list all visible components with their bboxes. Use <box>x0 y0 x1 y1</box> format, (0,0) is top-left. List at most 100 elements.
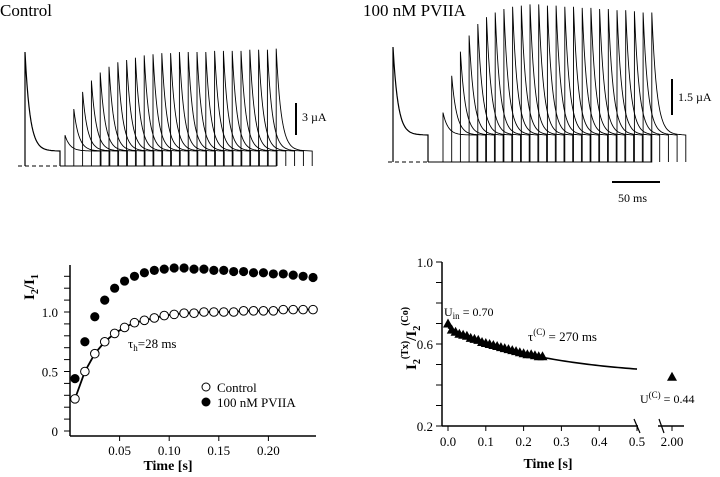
second-pulse-trace <box>60 49 304 167</box>
x-tick-label: 0.1 <box>478 434 494 449</box>
tau-annotation: τh=28 ms <box>128 336 177 353</box>
y-tick-label: 0.5 <box>42 365 58 380</box>
pviia-data-point <box>179 263 189 273</box>
current-scale-label: 1.5 µA <box>678 90 712 104</box>
x-tick-label: 0.2 <box>515 434 531 449</box>
pviia-data-point <box>278 269 288 279</box>
control-data-point <box>228 307 239 317</box>
pviia-data-point <box>288 270 298 280</box>
pviia-traces <box>388 4 687 163</box>
pviia-data-point <box>268 269 278 279</box>
x-tick-label: 0.4 <box>591 434 608 449</box>
control-data-point <box>169 309 179 320</box>
y-tick-label: 0 <box>52 424 59 439</box>
x-tick-label: 0.3 <box>553 434 569 449</box>
second-pulse-trace <box>60 50 260 167</box>
uin-data-point <box>443 318 453 328</box>
pviia-data-point <box>298 271 308 281</box>
control-title: Control <box>0 1 52 20</box>
second-pulse-trace <box>60 108 111 167</box>
control-data-point <box>159 310 170 321</box>
legend-label-control: Control <box>217 380 257 395</box>
second-pulse-trace <box>428 11 669 163</box>
control-data-point <box>308 304 318 315</box>
x-axis-label: Time [s] <box>143 459 192 474</box>
pviia-data-point <box>70 374 80 384</box>
pviia-data-point <box>308 272 318 283</box>
ratio-plot: 0 0.5 1.0 0.05 0.10 0.15 0.20 I2/I1 Time [s] τ… <box>22 263 318 474</box>
pviia-data-point <box>119 276 130 286</box>
x-tick-label: 0.05 <box>108 443 131 458</box>
pviia-data-point <box>149 265 159 275</box>
control-data-point <box>179 308 189 318</box>
time-scale-label: 50 ms <box>618 191 647 205</box>
control-data-point <box>258 306 269 316</box>
current-scale-label: 3 µA <box>302 110 327 124</box>
control-data-point <box>149 313 160 323</box>
control-data-point <box>199 307 209 317</box>
control-data-point <box>218 307 229 317</box>
x-tick-label: 0.15 <box>207 443 230 458</box>
pviia-data-point <box>239 266 249 277</box>
second-pulse-trace <box>428 5 556 163</box>
second-pulse-trace <box>60 49 296 167</box>
second-pulse-trace <box>60 54 190 167</box>
control-data-point <box>189 308 199 318</box>
pviia-data-point <box>159 264 169 274</box>
control-data-point <box>288 304 299 315</box>
pviia-data-point <box>110 283 120 293</box>
pviia-data-point <box>169 263 179 273</box>
control-fit-curve <box>74 308 314 400</box>
x-tick-label: 0.20 <box>257 443 280 458</box>
control-data-point <box>139 315 150 326</box>
x-tick-label: 0.5 <box>629 434 645 449</box>
control-data-point <box>248 306 259 316</box>
control-data-point <box>209 307 219 317</box>
control-data-point <box>119 322 130 333</box>
pviia-data-point <box>258 268 269 278</box>
steady-state-data-point <box>667 371 677 381</box>
uin-annotation: Uin = 0.70 <box>444 305 493 321</box>
legend: Control 100 nM PVIIA <box>201 380 296 410</box>
second-pulse-trace <box>428 35 504 163</box>
second-pulse-trace <box>60 72 137 167</box>
pviia-data-point <box>229 266 239 277</box>
second-pulse-trace <box>428 4 574 163</box>
pvIIA-title: 100 nM PVIIA <box>363 1 467 20</box>
control-data-point <box>298 304 308 315</box>
y-tick-label: 1.0 <box>42 305 58 320</box>
legend-label-pviia: 100 nM PVIIA <box>217 395 296 410</box>
legend-filled-circle-marker <box>201 397 211 407</box>
x-axis-label: Time [s] <box>523 457 572 472</box>
axis-break-mark <box>658 418 665 434</box>
y-tick-label: 0.2 <box>417 419 433 434</box>
control-data-point <box>278 304 289 315</box>
first-pulse-trace <box>24 51 61 166</box>
pviia-data-point <box>129 271 140 281</box>
y-axis-label: I2(Tx)/I2(Co) <box>400 307 423 370</box>
recovery-data-point <box>537 351 548 361</box>
pviia-data-point <box>90 312 100 322</box>
x-tick-label: 0.0 <box>440 434 456 449</box>
recovery-plot: 0.2 0.6 1.0 0.0 0.1 0.2 0.3 0.4 0.5 2.00 I2(Tx)/I… <box>400 255 694 472</box>
uc-annotation: U(C) = 0.44 <box>640 390 694 406</box>
pviia-data-point <box>209 265 219 275</box>
x-tick-label: 0.10 <box>158 443 181 458</box>
second-pulse-trace <box>428 17 521 163</box>
pviia-data-point <box>139 268 149 278</box>
y-tick-label: 0.6 <box>417 337 434 352</box>
control-data-point <box>70 394 80 404</box>
second-pulse-trace <box>60 50 278 167</box>
second-pulse-trace <box>428 112 478 163</box>
control-data-point <box>80 366 90 377</box>
first-pulse-trace <box>392 46 429 162</box>
legend-open-circle-marker <box>201 382 211 392</box>
second-pulse-trace <box>60 53 208 167</box>
pviia-data-point <box>248 268 259 278</box>
second-pulse-trace <box>428 12 687 163</box>
second-pulse-trace <box>60 80 128 167</box>
tau-annotation: τ(C) = 270 ms <box>528 327 597 344</box>
pviia-data-point <box>189 264 199 274</box>
second-pulse-trace <box>428 10 652 163</box>
